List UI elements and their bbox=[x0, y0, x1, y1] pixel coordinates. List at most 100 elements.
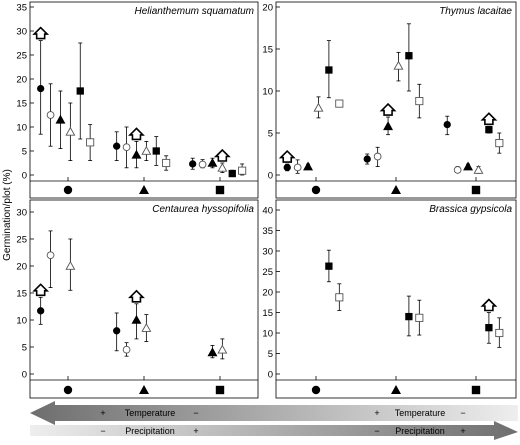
home-site-icon bbox=[128, 127, 145, 141]
series-triangle-open bbox=[313, 51, 484, 174]
home-site-icon bbox=[32, 283, 50, 297]
data-point bbox=[141, 322, 152, 332]
category-square-icon bbox=[215, 185, 225, 195]
series-square-filled bbox=[325, 249, 498, 344]
panel-title: Thymus lacaitae bbox=[439, 6, 512, 17]
data-point bbox=[86, 138, 95, 147]
data-point bbox=[453, 166, 462, 174]
y-tick-label: 5 bbox=[268, 129, 273, 140]
home-site-icon bbox=[32, 26, 50, 40]
y-tick-label: 0 bbox=[22, 370, 27, 381]
data-point bbox=[207, 157, 218, 167]
data-point bbox=[443, 120, 451, 129]
home-site-icon bbox=[480, 112, 498, 126]
home-site-icon bbox=[128, 289, 145, 303]
data-point bbox=[335, 99, 344, 108]
data-point bbox=[65, 126, 76, 136]
y-tick-label: 20 bbox=[16, 75, 27, 86]
data-point bbox=[325, 66, 333, 74]
y-tick-label: 25 bbox=[16, 51, 27, 62]
data-point bbox=[393, 60, 404, 70]
chart-panel-thymus-lacaitae: Thymus lacaitae 0 5 10 15 20 bbox=[262, 1, 517, 199]
y-tick-label: 15 bbox=[16, 289, 27, 300]
precipitation-arrow-shape bbox=[30, 421, 518, 440]
y-tick-label: 30 bbox=[16, 27, 27, 38]
temperature-arrow: + Temperature − + Temperature − bbox=[30, 401, 518, 425]
category-circle-icon bbox=[311, 185, 321, 195]
temperature-arrow-minus-right: − bbox=[460, 408, 465, 418]
panel-title: Brassica gypsicola bbox=[429, 204, 512, 215]
series-square-open bbox=[86, 124, 247, 176]
precipitation-arrow-minus-right: − bbox=[374, 426, 379, 436]
precipitation-arrow: − Precipitation + − Precipitation + bbox=[30, 421, 518, 440]
data-point bbox=[463, 161, 474, 171]
panel-frame bbox=[275, 1, 517, 199]
data-point bbox=[303, 161, 314, 171]
data-point bbox=[495, 328, 504, 338]
data-point bbox=[37, 307, 45, 315]
data-point bbox=[363, 155, 371, 163]
series-circle-filled bbox=[32, 283, 121, 352]
data-point bbox=[325, 262, 333, 270]
home-icon-body bbox=[480, 112, 498, 126]
panel-frame bbox=[275, 199, 517, 399]
data-point bbox=[131, 314, 142, 324]
series-square-filled bbox=[325, 23, 498, 134]
chart-panel-helianthemum-squamatum: Helianthemum squamatum 0 5 10 15 20 25 30 35 bbox=[16, 1, 259, 199]
home-site-icon bbox=[379, 102, 397, 116]
home-icon-body bbox=[278, 149, 296, 163]
temperature-arrow-plus-right: + bbox=[374, 408, 379, 418]
category-circle-icon bbox=[311, 385, 321, 395]
data-point bbox=[122, 345, 131, 354]
panel-title: Centaurea hyssopifolia bbox=[152, 204, 254, 215]
y-tick-label: 35 bbox=[16, 3, 27, 14]
home-icon-body bbox=[480, 298, 498, 312]
series-triangle-open bbox=[65, 102, 231, 174]
series-square-open bbox=[335, 83, 504, 154]
panel-frame bbox=[29, 199, 259, 399]
data-point bbox=[189, 160, 197, 168]
y-tick-label: 20 bbox=[262, 3, 273, 14]
y-tick-label: 10 bbox=[262, 329, 273, 340]
y-tick-label: 25 bbox=[16, 235, 27, 246]
data-point bbox=[283, 163, 291, 172]
data-point bbox=[415, 97, 424, 106]
data-point bbox=[228, 169, 236, 178]
y-tick-label: 5 bbox=[22, 147, 27, 158]
data-point bbox=[131, 149, 142, 159]
y-tick-label: 15 bbox=[262, 308, 273, 319]
y-tick-label: 10 bbox=[262, 87, 273, 98]
home-icon-body bbox=[128, 127, 145, 141]
data-point bbox=[485, 324, 493, 332]
y-tick-label: 40 bbox=[262, 206, 273, 217]
category-square-icon bbox=[471, 385, 481, 395]
category-triangle-icon bbox=[391, 185, 401, 194]
precipitation-arrow-minus: − bbox=[100, 426, 105, 436]
chart-panel-brassica-gypsicola: Brassica gypsicola 0 5 10 15 20 25 30 35 40 bbox=[262, 199, 517, 399]
data-point bbox=[238, 166, 247, 175]
data-point bbox=[162, 158, 171, 168]
data-point bbox=[217, 162, 228, 172]
panel-title: Helianthemum squamatum bbox=[135, 6, 255, 17]
data-point bbox=[495, 139, 504, 148]
series-circle-filled bbox=[32, 26, 197, 170]
precipitation-arrow-plus-right: + bbox=[460, 426, 465, 436]
temperature-arrow-label-right: Temperature bbox=[395, 408, 446, 418]
series-circle-open bbox=[46, 230, 131, 357]
y-tick-label: 0 bbox=[22, 171, 27, 182]
home-icon-body bbox=[32, 283, 50, 297]
data-point bbox=[405, 52, 413, 60]
y-tick-label: 10 bbox=[16, 123, 27, 134]
data-point bbox=[198, 160, 207, 169]
y-tick-label: 30 bbox=[16, 208, 27, 219]
category-triangle-icon bbox=[139, 185, 149, 194]
y-tick-label: 25 bbox=[262, 267, 273, 278]
series-circle-open bbox=[293, 146, 462, 174]
y-axis-label: Germination/plot (%) bbox=[2, 169, 13, 261]
series-triangle-filled bbox=[128, 289, 218, 359]
series-triangle-open bbox=[65, 238, 228, 360]
temperature-arrow-shape bbox=[30, 401, 518, 425]
category-square-icon bbox=[471, 185, 481, 195]
y-tick-label: 20 bbox=[16, 262, 27, 273]
